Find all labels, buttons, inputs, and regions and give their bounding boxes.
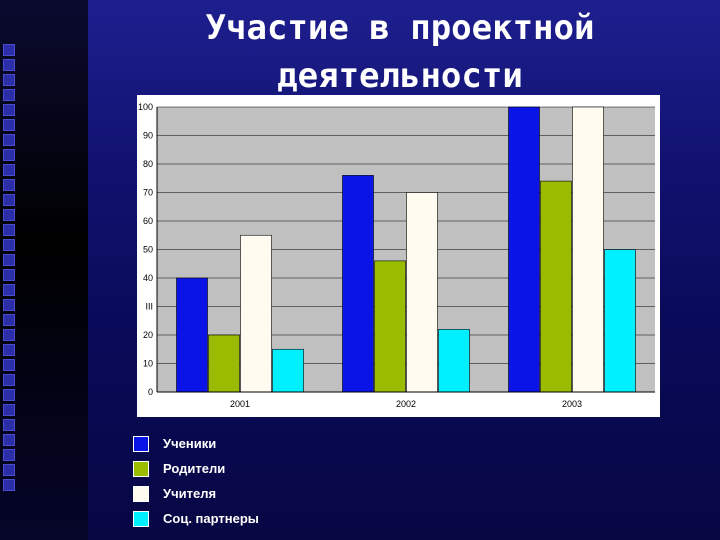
bar: [438, 329, 470, 393]
legend-swatch: [133, 460, 149, 477]
x-category-label: 2001: [230, 399, 250, 409]
bar: [342, 175, 374, 393]
legend-label: Родители: [163, 461, 226, 476]
bar: [176, 277, 208, 393]
y-tick-label: 70: [143, 188, 153, 198]
bar: [572, 106, 604, 393]
legend-swatch: [133, 485, 149, 502]
y-tick-label: III: [145, 302, 153, 312]
legend-item: Ученики: [133, 431, 259, 456]
legend-swatch: [133, 435, 149, 452]
decorative-dot: [657, 241, 660, 244]
y-tick-label: 0: [148, 387, 153, 397]
y-tick-label: 100: [138, 102, 153, 112]
legend-label: Ученики: [163, 436, 217, 451]
legend-label: Соц. партнеры: [163, 511, 259, 526]
bar: [374, 260, 406, 393]
y-tick-label: 50: [143, 245, 153, 255]
y-tick-label: 90: [143, 131, 153, 141]
legend-item: Родители: [133, 456, 259, 481]
bar: [508, 106, 540, 393]
y-tick-label: 80: [143, 159, 153, 169]
y-tick-label: 60: [143, 216, 153, 226]
legend-item: Учителя: [133, 481, 259, 506]
bar: [240, 234, 272, 393]
bar: [208, 334, 240, 393]
bar: [272, 348, 304, 393]
bar: [604, 249, 636, 393]
x-category-label: 2002: [396, 399, 416, 409]
slide-title: Участие в проектной деятельности: [205, 8, 595, 96]
bar: [406, 192, 438, 393]
legend-label: Учителя: [163, 486, 217, 501]
y-tick-label: 40: [143, 273, 153, 283]
y-tick-label: 10: [143, 359, 153, 369]
y-tick-label: 20: [143, 330, 153, 340]
bar: [540, 180, 572, 393]
x-category-label: 2003: [562, 399, 582, 409]
decorative-squares: [3, 44, 19, 494]
chart-area: 0 10 20 III 40 50 60 70 80 90 100 2001 2002 2003: [137, 95, 660, 417]
legend-swatch: [133, 510, 149, 527]
chart-legend: Ученики Родители Учителя Соц. партнеры: [133, 431, 259, 531]
bar-chart: 0 10 20 III 40 50 60 70 80 90 100 2001 2002 2003: [138, 102, 655, 409]
legend-item: Соц. партнеры: [133, 506, 259, 531]
